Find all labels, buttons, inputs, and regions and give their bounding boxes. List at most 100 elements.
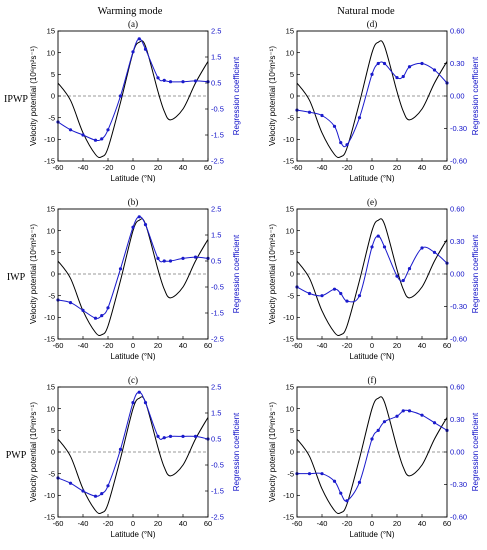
x-tick-label: -40	[78, 341, 89, 350]
y2-tick-label: -0.30	[450, 302, 467, 311]
regression-coefficient-line	[297, 409, 447, 502]
x-tick-label: 60	[204, 341, 212, 350]
regression-coefficient-point	[401, 278, 405, 283]
column-title-natural: Natural mode	[337, 6, 395, 17]
y2-tick-label: 0.00	[450, 270, 465, 279]
y2-tick-label: 0.60	[450, 205, 465, 214]
x-tick-label: -20	[342, 519, 353, 528]
regression-coefficient-point	[370, 437, 374, 441]
y2-axis-label: Regression coefficient	[471, 412, 480, 491]
x-tick-label: 0	[370, 163, 374, 172]
regression-coefficient-point	[156, 434, 160, 438]
y-tick-label: -15	[283, 335, 294, 344]
panel-label: (e)	[367, 197, 377, 207]
regression-coefficient-point	[162, 78, 166, 82]
x-tick-label: -40	[317, 341, 328, 350]
regression-coefficient-point	[332, 124, 337, 128]
y2-tick-label: 0.00	[450, 92, 465, 101]
x-tick-label: -60	[292, 341, 303, 350]
y-axis-label: Velocity potential (10⁶m²s⁻¹)	[29, 402, 38, 502]
regression-coefficient-point	[143, 223, 148, 227]
panel-f: (f) -15 -10 -5 0 5 10 15 -0.60 -0.30 0.00 0.30 0.60 -…	[268, 375, 480, 539]
y2-tick-label: -1.5	[211, 487, 224, 496]
y2-tick-label: -0.60	[450, 513, 467, 522]
regression-coefficient-point	[407, 266, 412, 271]
regression-coefficient-point	[143, 401, 148, 405]
regression-coefficient-point	[106, 306, 110, 310]
x-tick-label: -60	[53, 341, 64, 350]
y-axis-label: Velocity potential (10⁶m²s⁻¹)	[29, 46, 38, 146]
x-tick-label: 40	[179, 341, 187, 350]
regression-coefficient-point	[382, 420, 387, 424]
x-tick-label: 0	[131, 519, 135, 528]
y-tick-label: -10	[283, 491, 294, 500]
y-tick-label: -15	[44, 335, 55, 344]
regression-coefficient-point	[420, 246, 424, 250]
plot-frame	[296, 30, 448, 162]
regression-coefficient-point	[100, 314, 104, 318]
x-tick-label: -60	[53, 163, 64, 172]
regression-coefficient-line	[58, 391, 208, 497]
y-tick-label: 0	[290, 448, 294, 457]
y2-tick-label: 0.5	[211, 79, 221, 88]
y2-tick-label: 0.00	[450, 448, 465, 457]
x-tick-label: 20	[154, 341, 162, 350]
regression-coefficient-point	[93, 316, 98, 320]
panel-c: (c) -15 -10 -5 0 5 10 15 -2.5 -1.5 -0.5 0.5 1.5 2.5 -6…	[29, 375, 241, 539]
x-axis-label: Latitude (°N)	[111, 174, 156, 183]
y2-tick-label: -0.30	[450, 124, 467, 133]
y-tick-label: 0	[290, 270, 294, 279]
y-tick-label: 15	[286, 383, 294, 392]
y-tick-label: 10	[47, 226, 55, 235]
y-tick-label: 10	[47, 48, 55, 57]
y-tick-label: -15	[44, 157, 55, 166]
velocity-potential-line	[297, 40, 447, 159]
regression-coefficient-line	[58, 38, 208, 142]
regression-coefficient-point	[345, 299, 349, 303]
regression-coefficient-point	[168, 434, 173, 438]
y-tick-label: -10	[44, 135, 55, 144]
y2-tick-label: -0.30	[450, 480, 467, 489]
regression-coefficient-point	[100, 492, 104, 496]
plot-frame	[296, 208, 448, 340]
regression-coefficient-point	[395, 414, 399, 418]
regression-coefficient-point	[376, 61, 380, 66]
y-axis-label: Velocity potential (10⁶m²s⁻¹)	[268, 224, 277, 324]
regression-coefficient-point	[339, 491, 343, 495]
y2-tick-label: -2.5	[211, 157, 224, 166]
regression-coefficient-point	[395, 274, 399, 278]
regression-coefficient-point	[320, 472, 324, 476]
regression-coefficient-point	[162, 259, 166, 263]
regression-coefficient-point	[131, 401, 135, 405]
x-tick-label: -40	[317, 163, 328, 172]
x-tick-label: 60	[443, 341, 451, 350]
y-axis-label: Velocity potential (10⁶m²s⁻¹)	[29, 224, 38, 324]
velocity-potential-line	[58, 396, 208, 515]
regression-coefficient-point	[131, 225, 135, 229]
regression-coefficient-point	[332, 287, 337, 291]
regression-coefficient-line	[297, 235, 447, 303]
y-tick-label: 0	[290, 92, 294, 101]
y2-tick-label: -2.5	[211, 513, 224, 522]
y2-tick-label: 0.30	[450, 237, 465, 246]
x-tick-label: -40	[317, 519, 328, 528]
y-axis-label: Velocity potential (10⁶m²s⁻¹)	[268, 46, 277, 146]
regression-coefficient-point	[181, 80, 185, 84]
x-tick-label: 20	[393, 163, 401, 172]
x-tick-label: 40	[418, 341, 426, 350]
regression-coefficient-point	[181, 256, 185, 260]
panel-d: (d) -15 -10 -5 0 5 10 15 -0.60 -0.30 0.00 0.30 0.60 -…	[268, 19, 480, 183]
regression-coefficient-point	[193, 79, 198, 83]
regression-coefficient-point	[370, 72, 374, 76]
y2-axis-label: Regression coefficient	[232, 56, 241, 135]
y-tick-label: -5	[48, 469, 55, 478]
regression-coefficient-point	[339, 291, 343, 296]
regression-coefficient-point	[345, 143, 349, 147]
plot-frame	[57, 386, 209, 518]
y2-tick-label: -0.5	[211, 283, 224, 292]
y-tick-label: 5	[290, 426, 294, 435]
regression-coefficient-point	[382, 245, 387, 249]
y-tick-label: -10	[283, 313, 294, 322]
regression-coefficient-point	[118, 267, 123, 271]
